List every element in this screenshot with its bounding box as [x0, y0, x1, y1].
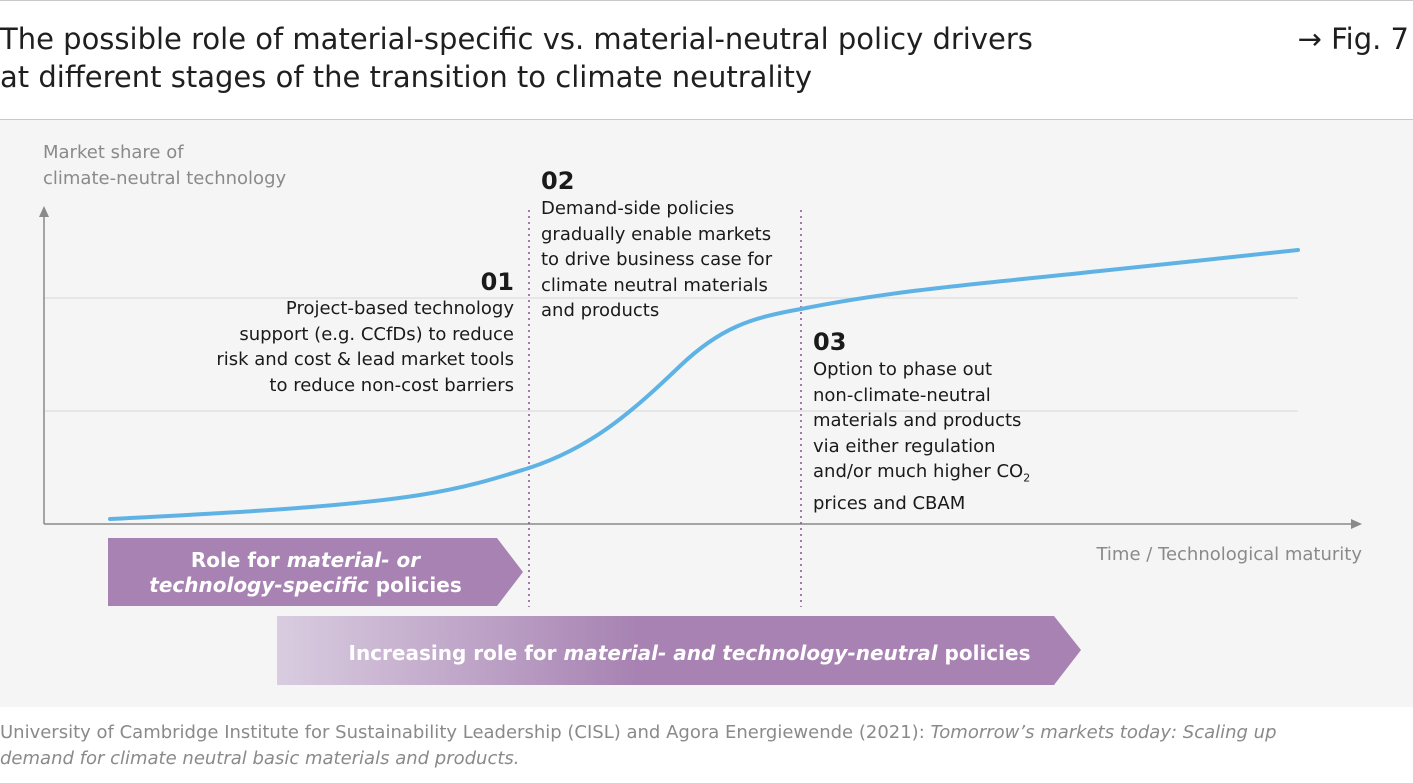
- stage-03-co2-text: and/or much higher CO: [813, 461, 1024, 482]
- neutral-policies-label: Increasing role for material- and techno…: [277, 641, 1102, 666]
- specific-italic-1: material- or: [286, 548, 421, 572]
- specific-italic-2: technology-specific: [149, 573, 369, 597]
- source-plain: University of Cambridge Institute for Su…: [0, 722, 931, 743]
- title-line-1: The possible role of material-specific v…: [0, 22, 1033, 56]
- specific-policies-label: Role for material- or technology-specifi…: [108, 548, 503, 598]
- stage-01-line: to reduce non-cost barriers: [269, 374, 514, 396]
- y-axis-label-line-2: climate-neutral technology: [43, 168, 287, 189]
- x-axis-arrowhead: [1351, 519, 1362, 529]
- stage-02-line: Demand-side policies: [541, 198, 735, 219]
- source-citation: University of Cambridge Institute for Su…: [0, 720, 1413, 772]
- top-rule: [0, 0, 1413, 1]
- stage-02-number: 02: [541, 167, 575, 195]
- stage-03-line-co2: and/or much higher CO2: [813, 459, 1030, 491]
- source-italic-1: Tomorrow’s markets today: Scaling up: [930, 722, 1277, 743]
- adoption-curve: [108, 248, 1300, 521]
- stage-02-line: climate neutral materials: [541, 274, 768, 296]
- stage-03-description: Option to phase out non-climate-neutral …: [813, 357, 1030, 517]
- stage-03-line: materials and products: [813, 410, 1022, 431]
- stage-02-line: gradually enable markets: [541, 223, 772, 245]
- stage-03-line: Option to phase out: [813, 359, 993, 380]
- specific-prefix: Role for: [190, 548, 287, 572]
- neutral-prefix: Increasing role for: [348, 641, 564, 665]
- stage-03-line: via either regulation: [813, 435, 996, 457]
- neutral-policies-arrow: [277, 616, 1081, 685]
- stage-03-line: prices and CBAM: [813, 493, 966, 515]
- specific-label-line-1: Role for material- or: [108, 548, 503, 573]
- figure-reference: → Fig. 7: [1297, 22, 1409, 56]
- specific-suffix: policies: [368, 573, 462, 597]
- stage-01-line: risk and cost & lead market tools: [216, 349, 514, 370]
- source-italic-2: demand for climate neutral basic materia…: [0, 748, 520, 769]
- stage-03-line: non-climate-neutral: [813, 384, 991, 406]
- neutral-italic: material- and technology-neutral: [563, 641, 938, 665]
- co2-subscript: 2: [1023, 471, 1031, 485]
- specific-label-line-2: technology-specific policies: [108, 573, 503, 598]
- diagram-canvas: [39, 206, 1362, 685]
- figure-title: The possible role of material-specific v…: [0, 20, 1100, 96]
- y-axis-arrowhead: [39, 206, 49, 217]
- y-axis-label-line-1: Market share of: [43, 142, 184, 163]
- stage-02-line: and products: [541, 300, 660, 321]
- diagram-panel: Market share of climate-neutral technolo…: [0, 119, 1413, 707]
- specific-policies-arrow: [108, 538, 523, 606]
- x-axis-label: Time / Technological maturity: [1096, 544, 1362, 565]
- stage-02-description: Demand-side policies gradually enable ma…: [541, 196, 772, 324]
- stage-03-number: 03: [813, 328, 847, 356]
- y-axis-label: Market share of climate-neutral technolo…: [43, 140, 286, 192]
- source-line-1: University of Cambridge Institute for Su…: [0, 720, 1413, 746]
- source-line-2: demand for climate neutral basic materia…: [0, 746, 1413, 772]
- stage-01-description: Project-based technology support (e.g. C…: [216, 296, 514, 398]
- stage-02-line: to drive business case for: [541, 249, 773, 270]
- neutral-suffix: policies: [937, 641, 1031, 665]
- neutral-label-line: Increasing role for material- and techno…: [277, 641, 1102, 666]
- stage-01-line: support (e.g. CCfDs) to reduce: [239, 323, 514, 345]
- stage-01-number: 01: [480, 268, 514, 296]
- stage-01-line: Project-based technology: [285, 298, 514, 319]
- title-line-2: at different stages of the transition to…: [0, 60, 813, 94]
